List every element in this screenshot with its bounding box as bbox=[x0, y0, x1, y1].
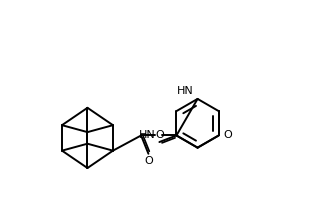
Text: O: O bbox=[223, 130, 232, 140]
Text: HN: HN bbox=[139, 130, 156, 140]
Text: O: O bbox=[144, 156, 153, 166]
Text: O: O bbox=[155, 130, 164, 140]
Text: HN: HN bbox=[177, 87, 194, 96]
